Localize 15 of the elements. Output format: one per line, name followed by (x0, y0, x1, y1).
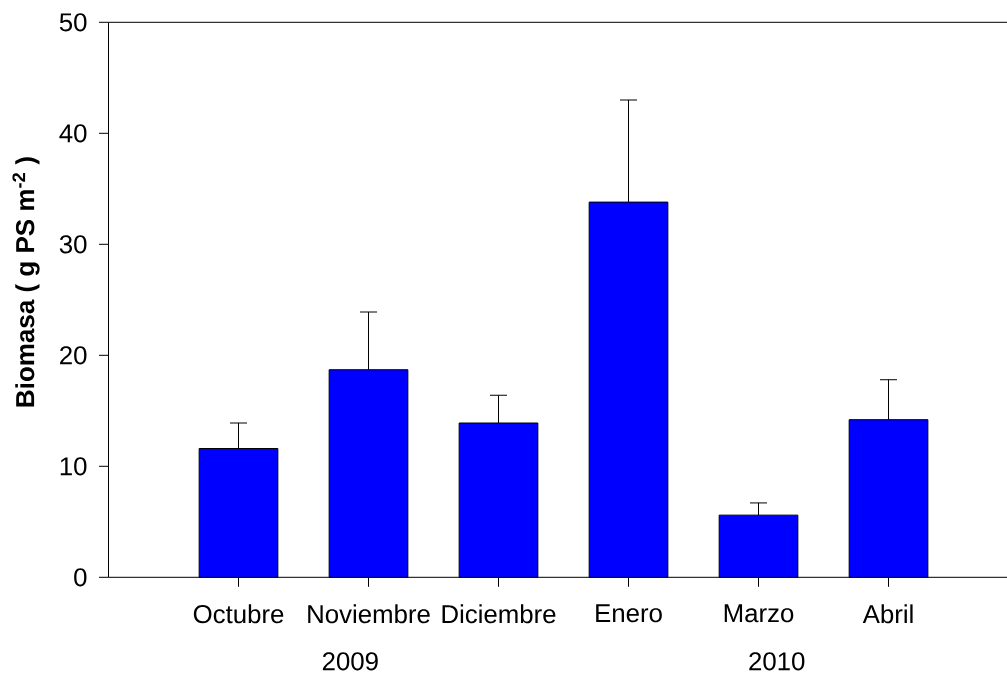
y-tick-label: 10 (60, 457, 87, 476)
x-tick-label: Enero (596, 604, 662, 623)
x-tick-label: Noviembre (308, 604, 430, 624)
x-tick-label: Diciembre (442, 604, 556, 624)
y-tick-label: 0 (74, 568, 87, 587)
text: 2010 (749, 652, 805, 671)
x-tick-label: Octubre (193, 604, 284, 624)
y-tick-label: 20 (60, 346, 87, 365)
y-axis-title: Biomasa ( g PS m$^{-2}$ ) (12, 157, 40, 407)
y-tick-label: 50 (59, 13, 87, 32)
y-tick-label: 30 (59, 235, 87, 254)
text: 2009 (322, 652, 378, 671)
x-tick-label: Marzo (724, 604, 794, 623)
y-tick-label: 40 (59, 124, 87, 143)
x-tick-label: Abril (862, 604, 913, 624)
